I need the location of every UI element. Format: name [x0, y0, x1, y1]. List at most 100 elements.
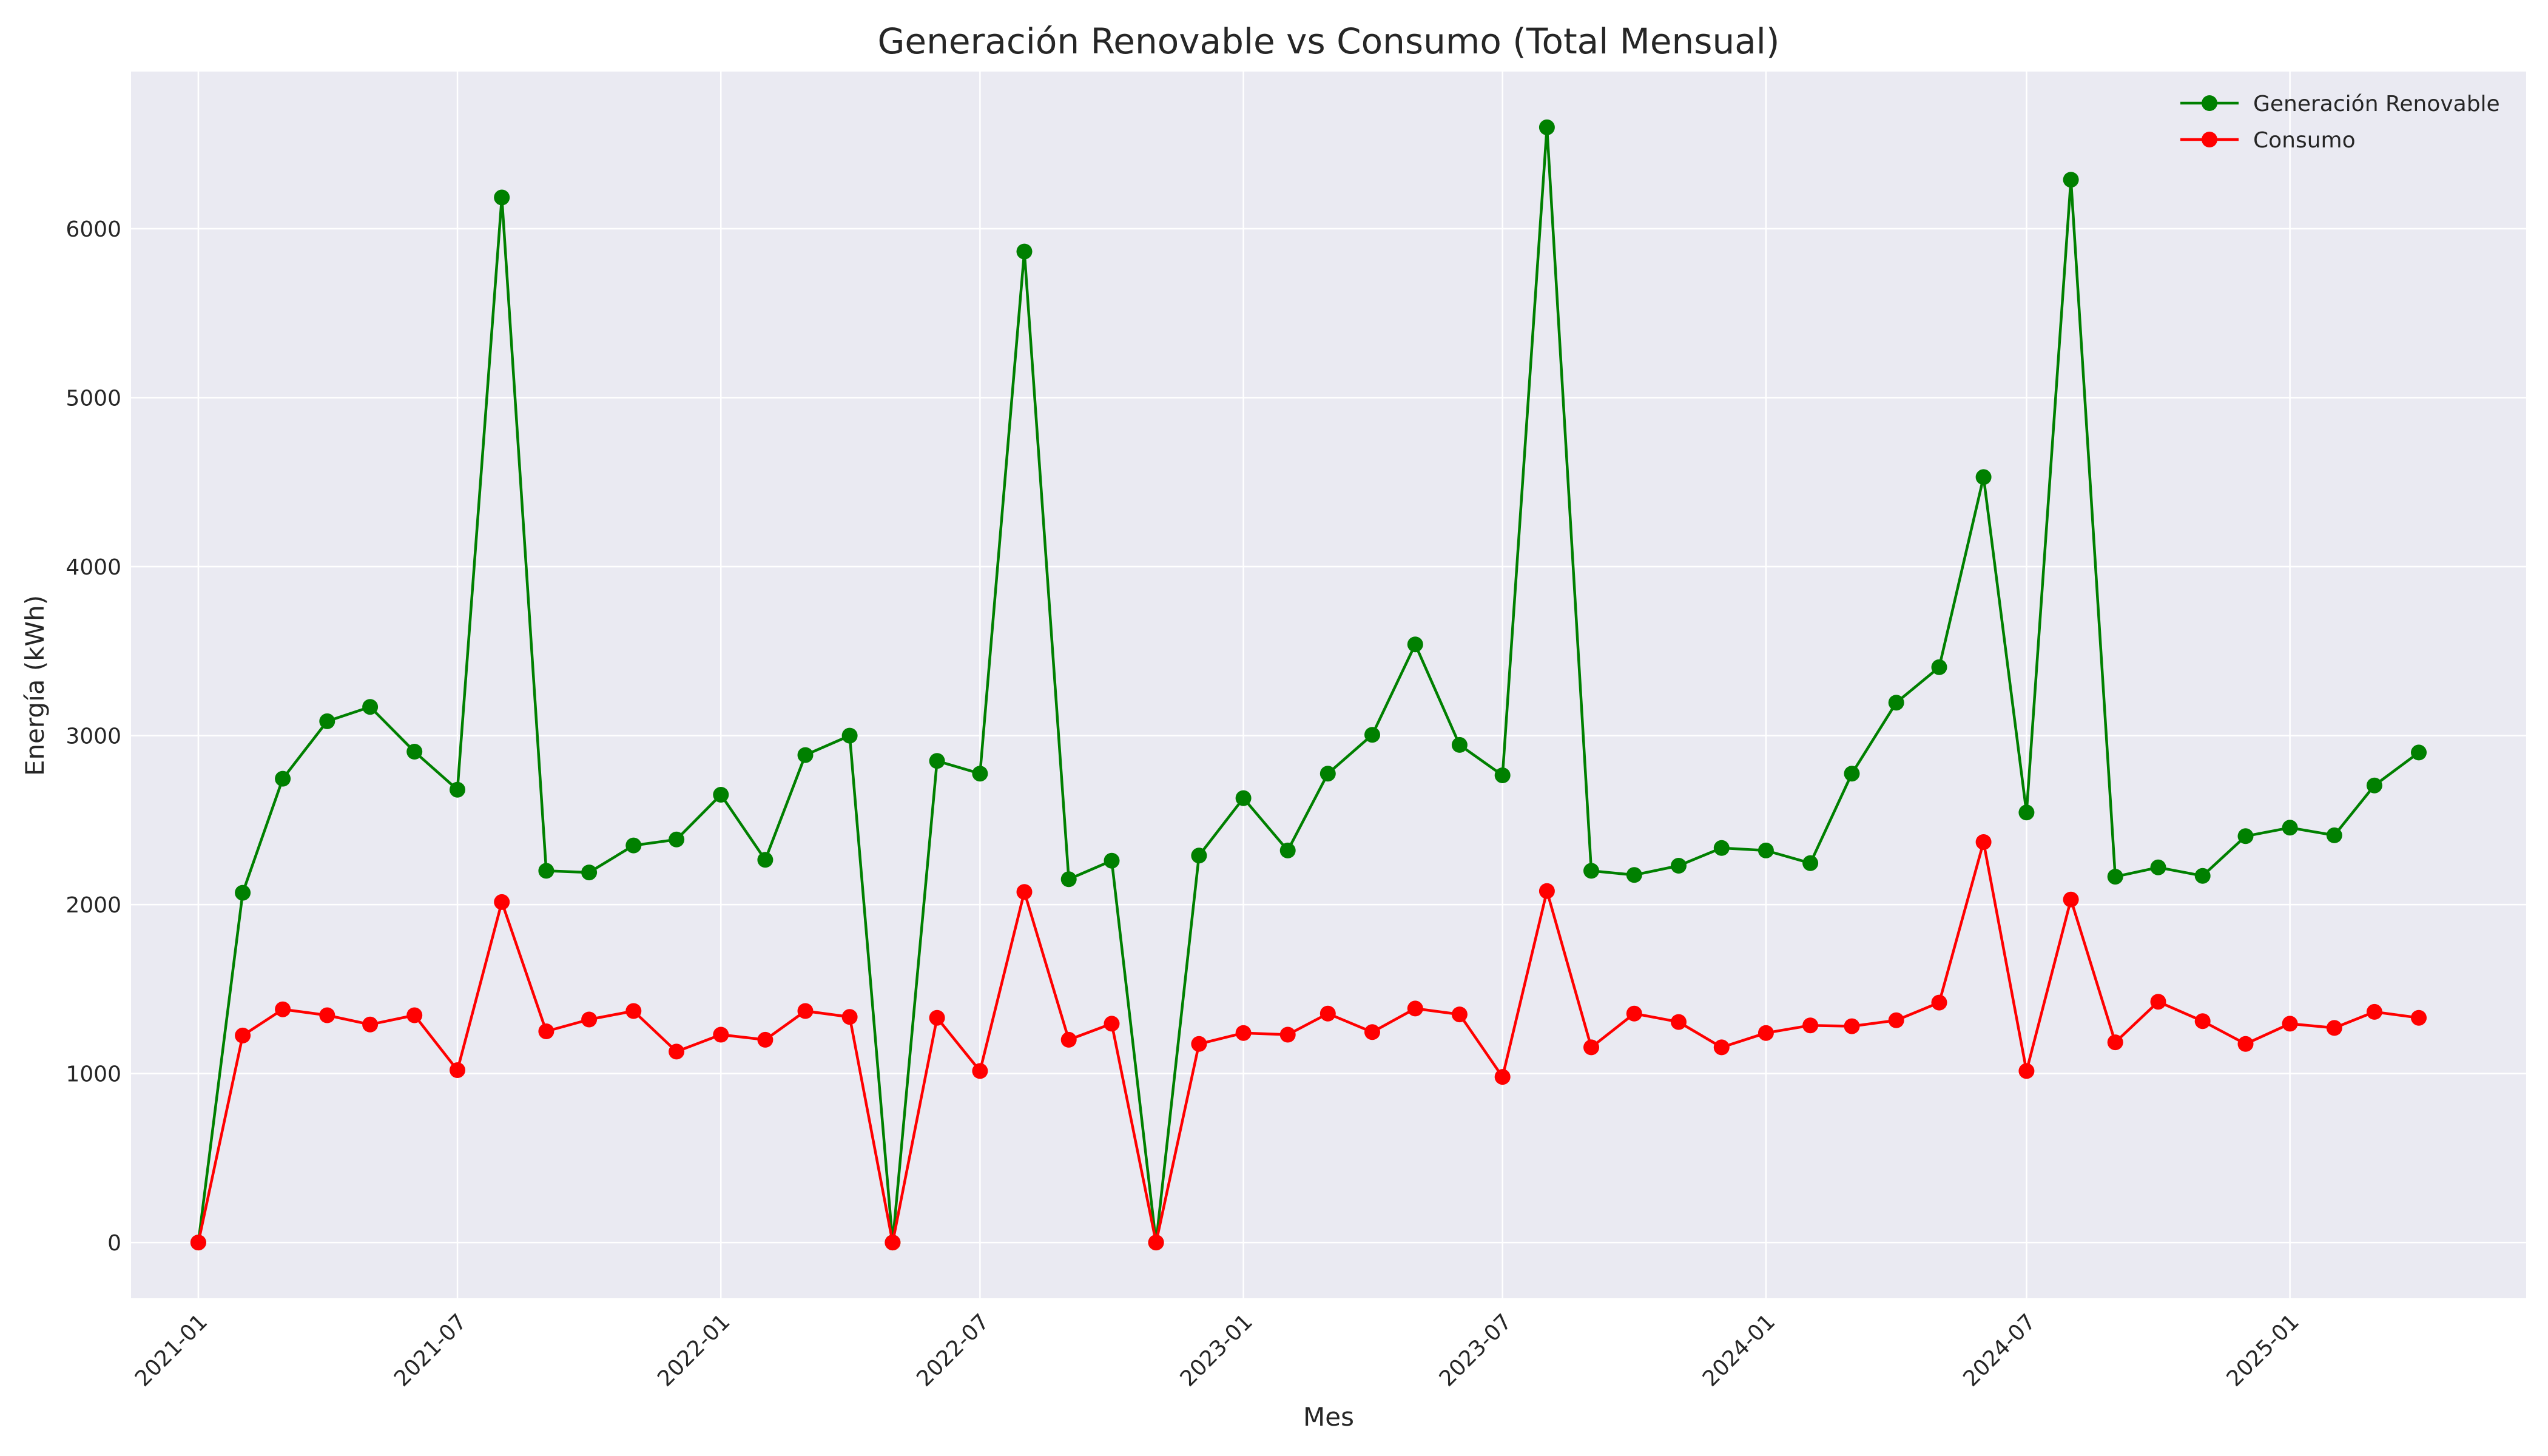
data-point — [669, 1043, 685, 1060]
data-point — [319, 713, 335, 729]
data-point — [757, 852, 774, 868]
data-point — [362, 1016, 379, 1033]
series-line — [197, 840, 2419, 1244]
data-point — [1104, 852, 1120, 869]
data-point — [2063, 172, 2079, 188]
x-axis-label: Mes — [1303, 1402, 1354, 1432]
data-point — [1626, 867, 1642, 883]
data-point — [713, 787, 729, 803]
data-point — [929, 1009, 945, 1026]
data-point — [757, 1031, 774, 1048]
data-point — [841, 727, 858, 744]
data-point — [1758, 1025, 1774, 1041]
data-point — [235, 885, 251, 901]
data-point — [2237, 1036, 2254, 1052]
data-point — [1583, 863, 1599, 879]
data-point — [1235, 790, 1252, 806]
data-point — [1364, 727, 1380, 743]
data-point — [2411, 1009, 2427, 1026]
data-point — [1802, 1017, 1819, 1034]
data-point — [494, 189, 510, 206]
legend-marker — [2202, 95, 2217, 111]
data-point — [1060, 1031, 1077, 1048]
data-point — [1016, 243, 1033, 260]
data-point — [713, 1026, 729, 1043]
data-point — [581, 1011, 598, 1028]
data-point — [2194, 868, 2211, 884]
gridlines — [131, 72, 2526, 1298]
data-point — [494, 894, 510, 910]
data-point — [1016, 884, 1033, 900]
data-point — [1931, 994, 1947, 1011]
data-point — [1671, 1014, 1687, 1030]
data-point — [2107, 869, 2123, 885]
data-point — [450, 781, 465, 798]
data-point — [581, 864, 598, 881]
data-point — [1191, 1036, 1207, 1052]
legend: Generación Renovable Consumo — [2180, 92, 2500, 153]
data-point — [1931, 659, 1947, 675]
series-layer — [190, 119, 2427, 1251]
legend-marker — [2202, 132, 2217, 147]
data-point — [2237, 828, 2254, 844]
data-point — [2194, 1013, 2211, 1030]
data-point — [1583, 1039, 1599, 1056]
data-point — [2018, 804, 2035, 821]
data-point — [406, 744, 423, 760]
data-point — [1279, 1026, 1296, 1043]
data-point — [2282, 1016, 2298, 1032]
series-1 — [190, 834, 2427, 1251]
series-line — [197, 126, 2420, 1244]
data-point — [1494, 1069, 1511, 1085]
y-tick-label: 3000 — [66, 724, 121, 749]
data-point — [1451, 736, 1468, 753]
data-point — [362, 699, 379, 715]
data-point — [1539, 119, 1555, 135]
data-point — [2107, 1034, 2123, 1051]
data-point — [2366, 777, 2382, 794]
data-point — [885, 1235, 901, 1251]
data-point — [625, 837, 642, 854]
y-tick-label: 2000 — [66, 893, 121, 918]
data-point — [1191, 848, 1207, 864]
data-point — [1844, 1018, 1860, 1034]
data-point — [1539, 883, 1555, 899]
data-point — [190, 1235, 206, 1251]
data-point — [1494, 767, 1511, 783]
data-point — [2411, 744, 2427, 761]
data-point — [1888, 695, 1904, 711]
legend-label: Consumo — [2253, 128, 2356, 153]
data-point — [2326, 1020, 2342, 1036]
data-point — [1713, 1039, 1730, 1056]
data-point — [797, 1003, 814, 1019]
data-point — [972, 1063, 988, 1079]
data-point — [1104, 1016, 1120, 1032]
data-point — [275, 1001, 291, 1017]
data-point — [841, 1009, 858, 1025]
y-tick-label: 1000 — [66, 1062, 121, 1087]
data-point — [235, 1027, 251, 1043]
data-point — [1451, 1006, 1468, 1023]
data-point — [2326, 827, 2342, 843]
y-tick-label: 6000 — [66, 217, 121, 242]
plot-area — [131, 72, 2526, 1298]
data-point — [1975, 834, 1992, 850]
data-point — [2366, 1003, 2382, 1020]
data-point — [1320, 766, 1336, 782]
legend-label: Generación Renovable — [2253, 92, 2500, 116]
data-point — [2150, 994, 2166, 1010]
data-point — [1975, 469, 1992, 485]
y-tick-label: 4000 — [66, 555, 121, 580]
data-point — [319, 1007, 335, 1023]
y-axis-label: Energía (kWh) — [20, 595, 50, 776]
data-point — [1235, 1025, 1252, 1041]
legend-item: Consumo — [2180, 128, 2356, 153]
data-point — [1888, 1012, 1904, 1028]
data-point — [406, 1007, 423, 1023]
data-point — [1626, 1005, 1642, 1022]
data-point — [625, 1003, 642, 1019]
data-point — [2018, 1063, 2035, 1079]
data-point — [972, 766, 988, 782]
data-point — [538, 1023, 554, 1039]
data-point — [1148, 1235, 1164, 1251]
